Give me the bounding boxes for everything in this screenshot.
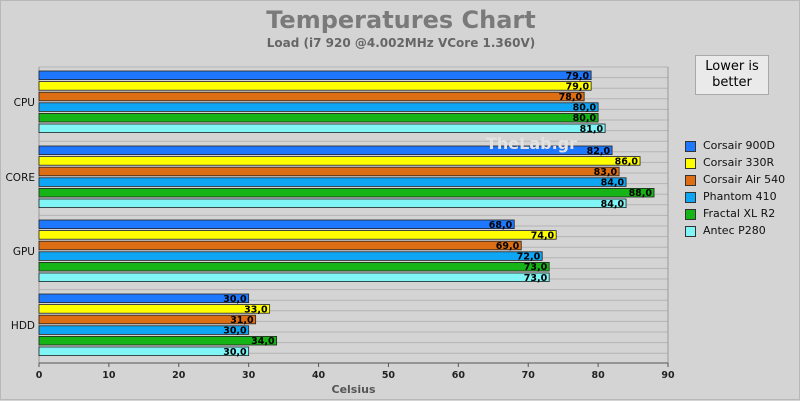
bar-hdd-5 bbox=[38, 335, 278, 346]
bar-hdd-2 bbox=[38, 304, 271, 314]
legend-item: Antec P280 bbox=[685, 224, 795, 241]
data-label: 88,0 bbox=[629, 188, 653, 199]
note-box: Lower is better bbox=[695, 55, 769, 95]
legend-swatch bbox=[685, 158, 696, 169]
data-label: 80,0 bbox=[573, 113, 597, 124]
legend-item: Corsair Air 540 bbox=[685, 173, 795, 190]
bar-cpu-3 bbox=[38, 91, 585, 102]
legend-label: Corsair Air 540 bbox=[703, 173, 786, 186]
chart-title: Temperatures Chart bbox=[266, 6, 536, 34]
data-label: 80,0 bbox=[573, 103, 597, 114]
chart-subtitle: Load (i7 920 @4.002MHz VCore 1.360V) bbox=[266, 36, 536, 50]
category-label: HDD bbox=[11, 320, 35, 332]
legend: Corsair 900D Corsair 330R Corsair Air 540 P… bbox=[685, 139, 795, 241]
data-label: 69,0 bbox=[496, 241, 520, 252]
bar-core-3 bbox=[38, 166, 620, 177]
legend-item: Corsair 330R bbox=[685, 156, 795, 173]
bar-hdd-1 bbox=[38, 293, 250, 304]
category-label: CORE bbox=[5, 172, 35, 184]
legend-label: Phantom 410 bbox=[703, 190, 777, 203]
data-label: 82,0 bbox=[587, 146, 611, 157]
legend-swatch bbox=[685, 141, 696, 152]
legend-label: Corsair 900D bbox=[703, 139, 775, 152]
legend-item: Phantom 410 bbox=[685, 190, 795, 207]
data-label: 72,0 bbox=[517, 252, 541, 263]
data-label: 33,0 bbox=[244, 304, 268, 315]
bar-gpu-5 bbox=[38, 261, 550, 272]
data-label: 81,0 bbox=[580, 124, 604, 135]
bar-core-5 bbox=[38, 187, 655, 198]
data-label: 73,0 bbox=[524, 262, 548, 273]
bar-hdd-6 bbox=[38, 346, 250, 357]
bar-hdd-3 bbox=[38, 314, 257, 325]
data-label: 84,0 bbox=[601, 199, 625, 210]
bar-cpu-4 bbox=[38, 102, 599, 112]
bar-gpu-4 bbox=[38, 251, 543, 261]
x-tick-label: 10 bbox=[102, 370, 116, 381]
category-label: CPU bbox=[14, 97, 35, 109]
bar-core-1 bbox=[38, 145, 613, 156]
bar-core-4 bbox=[38, 177, 627, 187]
data-label: 30,0 bbox=[223, 326, 247, 337]
legend-label: Corsair 330R bbox=[703, 156, 775, 169]
legend-swatch bbox=[685, 226, 696, 237]
data-label: 79,0 bbox=[566, 71, 590, 82]
bar-gpu-3 bbox=[38, 240, 522, 251]
legend-swatch bbox=[685, 209, 696, 220]
x-tick-label: 80 bbox=[591, 370, 605, 381]
legend-swatch bbox=[685, 175, 696, 186]
legend-label: Antec P280 bbox=[703, 224, 766, 237]
bar-gpu-6 bbox=[38, 272, 550, 283]
category-label: GPU bbox=[13, 246, 35, 258]
legend-item: Fractal XL R2 bbox=[685, 207, 795, 224]
x-tick-label: 20 bbox=[172, 370, 186, 381]
x-tick-label: 0 bbox=[36, 370, 43, 381]
bar-core-6 bbox=[38, 198, 627, 209]
bar-cpu-2 bbox=[38, 81, 592, 91]
x-tick-label: 60 bbox=[452, 370, 466, 381]
data-label: 86,0 bbox=[615, 156, 639, 167]
legend-label: Fractal XL R2 bbox=[703, 207, 776, 220]
x-tick-label: 90 bbox=[661, 370, 675, 381]
watermark: TheLab.gr bbox=[486, 134, 578, 153]
data-label: 34,0 bbox=[251, 336, 275, 347]
data-label: 84,0 bbox=[601, 178, 625, 189]
x-axis-label: Celsius bbox=[332, 383, 376, 396]
bar-cpu-5 bbox=[38, 113, 599, 123]
data-label: 30,0 bbox=[223, 294, 247, 305]
data-label: 73,0 bbox=[524, 273, 548, 284]
data-label: 68,0 bbox=[489, 220, 513, 231]
note-text: Lower is better bbox=[705, 59, 759, 90]
legend-swatch bbox=[685, 192, 696, 203]
x-tick-label: 40 bbox=[312, 370, 326, 381]
data-label: 30,0 bbox=[223, 347, 247, 358]
data-label: 79,0 bbox=[566, 81, 590, 92]
data-label: 31,0 bbox=[230, 315, 254, 326]
x-tick-label: 30 bbox=[242, 370, 256, 381]
data-label: 83,0 bbox=[594, 167, 618, 178]
bar-gpu-1 bbox=[38, 219, 515, 230]
data-label: 78,0 bbox=[559, 92, 583, 103]
x-tick-label: 50 bbox=[382, 370, 396, 381]
bar-cpu-1 bbox=[38, 70, 592, 81]
bar-hdd-4 bbox=[38, 325, 250, 335]
bar-cpu-6 bbox=[38, 123, 606, 134]
bar-core-2 bbox=[38, 156, 641, 166]
legend-item: Corsair 900D bbox=[685, 139, 795, 156]
bar-gpu-2 bbox=[38, 230, 557, 240]
data-label: 74,0 bbox=[531, 230, 555, 241]
x-tick-label: 70 bbox=[522, 370, 536, 381]
